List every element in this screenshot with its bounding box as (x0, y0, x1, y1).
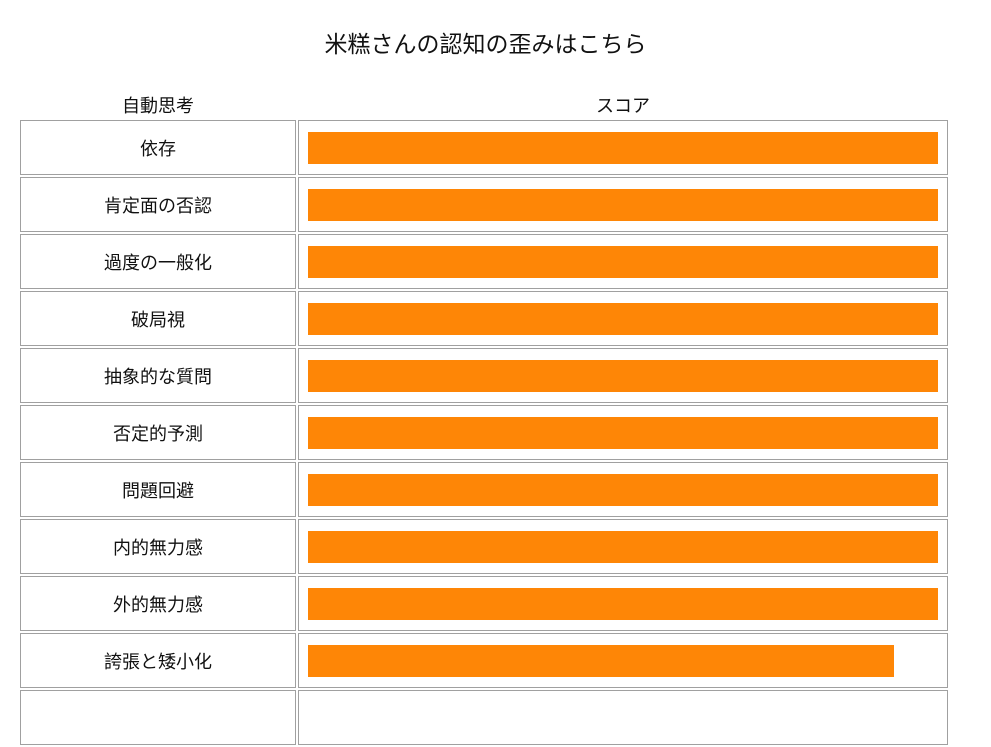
score-bar (308, 302, 938, 335)
score-bar-track (308, 359, 938, 392)
score-bar-track (308, 131, 938, 164)
table-row: 否定的予測 (20, 405, 948, 460)
score-cell (298, 690, 948, 745)
table-row: 誇張と矮小化 (20, 633, 948, 688)
table-row: 外的無力感 (20, 576, 948, 631)
table-row: 問題回避 (20, 462, 948, 517)
score-cell (298, 348, 948, 403)
thought-label: 誇張と矮小化 (20, 633, 296, 688)
score-table: 自動思考 スコア 依存 肯定面の否認 過度の一般化 破局視 抽象的な質問 否定的予測 問題回… (18, 90, 950, 747)
score-cell (298, 519, 948, 574)
score-bar-track (308, 530, 938, 563)
score-bar-track (308, 644, 938, 677)
page-title: 米糕さんの認知の歪みはこちら (324, 32, 647, 58)
score-cell (298, 576, 948, 631)
thought-label: 依存 (20, 120, 296, 175)
score-cell (298, 291, 948, 346)
score-bar-track (308, 188, 938, 221)
table-row: 依存 (20, 120, 948, 175)
score-cell (298, 405, 948, 460)
score-bar (308, 473, 938, 506)
header-score: スコア (596, 96, 650, 117)
table-row: 過度の一般化 (20, 234, 948, 289)
score-bar (308, 644, 894, 677)
table-header-row: 自動思考 スコア (20, 92, 948, 118)
table-row: 肯定面の否認 (20, 177, 948, 232)
thought-label (20, 690, 296, 745)
table-row: 内的無力感 (20, 519, 948, 574)
table-row: 破局視 (20, 291, 948, 346)
score-cell (298, 234, 948, 289)
thought-label: 肯定面の否認 (20, 177, 296, 232)
score-cell (298, 177, 948, 232)
thought-label: 抽象的な質問 (20, 348, 296, 403)
header-automatic-thought: 自動思考 (122, 96, 194, 117)
score-bar (308, 188, 938, 221)
table-row: 抽象的な質問 (20, 348, 948, 403)
thought-label: 問題回避 (20, 462, 296, 517)
thought-label: 過度の一般化 (20, 234, 296, 289)
thought-label: 否定的予測 (20, 405, 296, 460)
score-bar (308, 131, 938, 164)
score-bar-track (308, 302, 938, 335)
score-bar (308, 587, 938, 620)
thought-label: 内的無力感 (20, 519, 296, 574)
score-bar-track (308, 416, 938, 449)
score-bar-track (308, 245, 938, 278)
score-bar-track (308, 587, 938, 620)
score-rows: 依存 肯定面の否認 過度の一般化 破局視 抽象的な質問 否定的予測 問題回避 内的無力感 外的無… (20, 120, 948, 745)
score-bar (308, 359, 938, 392)
thought-label: 外的無力感 (20, 576, 296, 631)
score-bar-track (308, 702, 938, 734)
score-bar (308, 245, 938, 278)
score-cell (298, 462, 948, 517)
score-bar (308, 530, 938, 563)
thought-label: 破局視 (20, 291, 296, 346)
score-cell (298, 120, 948, 175)
table-row (20, 690, 948, 745)
score-bar (308, 416, 938, 449)
score-bar-track (308, 473, 938, 506)
score-cell (298, 633, 948, 688)
